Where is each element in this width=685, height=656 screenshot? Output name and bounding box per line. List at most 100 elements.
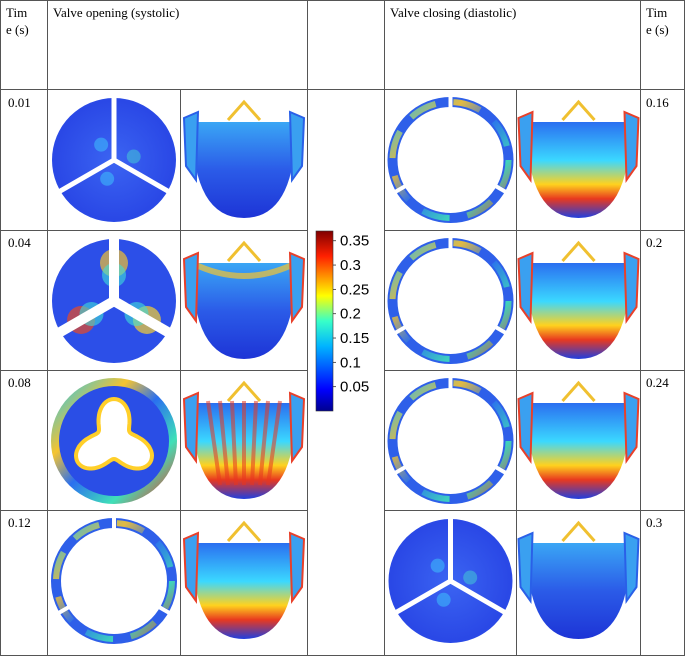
time-open-row-2: 0.04	[8, 235, 31, 250]
valve-side-view	[517, 99, 640, 218]
leaflet-flap-right	[623, 531, 640, 604]
leaflet-flap-right	[623, 251, 640, 324]
commissure-gap	[393, 464, 409, 476]
commissure-gap	[393, 324, 409, 336]
colorbar-tick-label: 0.2	[340, 306, 361, 323]
commissure-gap	[234, 106, 254, 120]
stress-streak	[230, 400, 238, 486]
stress-band	[190, 260, 298, 279]
annulus-stress	[389, 240, 512, 362]
time-open-row-1: 0.01	[8, 95, 31, 110]
stress-spot	[436, 592, 451, 607]
valve-side-view	[182, 520, 306, 639]
time-close-row-1: 0.16	[646, 95, 669, 110]
coaptation-gap	[449, 578, 508, 616]
leaflet-flap-right	[288, 110, 306, 183]
leaflet-flap-right	[288, 531, 306, 604]
commissure-gap	[393, 183, 409, 195]
valve-top-view	[52, 232, 176, 363]
annulus	[51, 518, 177, 644]
leaflet-flap-left	[517, 110, 534, 183]
annulus	[387, 97, 514, 223]
valve-top-view	[387, 95, 514, 223]
colorbar-tick-label: 0.3	[340, 257, 361, 274]
commissure-gap	[568, 387, 589, 401]
annulus-stress	[51, 378, 177, 504]
commissure-gap	[568, 106, 589, 120]
valve-images	[51, 95, 640, 644]
commissure-post	[561, 520, 596, 542]
leaflet-flap-right	[623, 391, 640, 464]
stress-spot	[430, 558, 445, 573]
leaflet-flap-left	[517, 251, 534, 324]
leaflet-flap-left	[182, 251, 200, 324]
header-valve-opening: Valve opening (systolic)	[53, 5, 179, 20]
commissure-gap	[234, 527, 254, 541]
stress-spot	[126, 149, 141, 164]
leaflet-flap-left	[182, 391, 200, 464]
colorbar-gradient	[315, 230, 334, 412]
valve-side-view	[517, 380, 640, 499]
leaflet-bowl	[526, 543, 631, 639]
valve-side-view	[182, 240, 306, 359]
trefoil-opening	[73, 396, 155, 471]
valve-top-view	[387, 236, 514, 364]
commissure-post	[226, 520, 262, 542]
commissure-post	[226, 99, 262, 121]
leaflet-bowl	[192, 122, 296, 218]
header-valve-closing: Valve closing (diastolic)	[390, 5, 516, 20]
commissure-gap	[234, 247, 254, 261]
colorbar-tick-label: 0.1	[340, 354, 361, 371]
valve-top-view	[51, 516, 177, 644]
stress-streak	[258, 400, 270, 486]
header-time-left-line1: Tim	[6, 5, 27, 20]
annulus-stress	[389, 380, 512, 502]
commissure-gap	[492, 324, 508, 336]
annulus	[387, 238, 514, 364]
commissure-gap	[492, 183, 508, 195]
stress-streak	[218, 400, 230, 486]
stress-spot	[463, 570, 478, 585]
leaflet-flap-left	[517, 531, 534, 604]
colorbar-tick-label: 0.25	[340, 281, 369, 298]
opening-gap	[109, 296, 175, 338]
stress-spot	[94, 137, 109, 152]
colorbar-tick-label: 0.35	[340, 233, 369, 250]
leaflet-flap-left	[182, 110, 200, 183]
valve-side-view	[182, 380, 306, 499]
annulus-stress	[53, 520, 175, 642]
leaflet-flap-right	[623, 110, 640, 183]
annulus	[387, 378, 514, 504]
time-close-row-3: 0.24	[646, 375, 669, 390]
coaptation-gap	[112, 157, 171, 195]
valve-side-view	[517, 520, 640, 639]
time-close-row-2: 0.2	[646, 235, 662, 250]
commissure-post	[561, 99, 596, 121]
commissure-post	[561, 380, 596, 402]
time-close-row-4: 0.3	[646, 515, 662, 530]
commissure-post	[226, 380, 262, 402]
valve-side-view	[517, 240, 640, 359]
leaflet-bowl	[192, 263, 296, 359]
leaflet-flap-right	[288, 251, 306, 324]
opening-gap	[53, 296, 119, 338]
annulus-stress	[389, 99, 512, 221]
stress-streak	[250, 400, 258, 486]
valve-top-view	[387, 376, 514, 504]
valve-top-view	[51, 378, 177, 504]
coaptation-gap	[393, 578, 452, 616]
valve-top-view	[388, 517, 513, 643]
leaflet-flap-right	[288, 391, 306, 464]
stress-spot	[100, 171, 115, 186]
stress-streak	[266, 400, 282, 486]
colorbar-tick-label: 0.15	[340, 330, 369, 347]
leaflet-flap-left	[182, 531, 200, 604]
commissure-gap	[492, 464, 508, 476]
commissure-gap	[56, 604, 72, 616]
header-time-right-line1: Tim	[646, 5, 667, 20]
commissure-gap	[156, 604, 172, 616]
leaflet-bowl	[526, 122, 631, 218]
leaflet-bowl	[192, 543, 296, 639]
commissure-post	[561, 240, 596, 262]
